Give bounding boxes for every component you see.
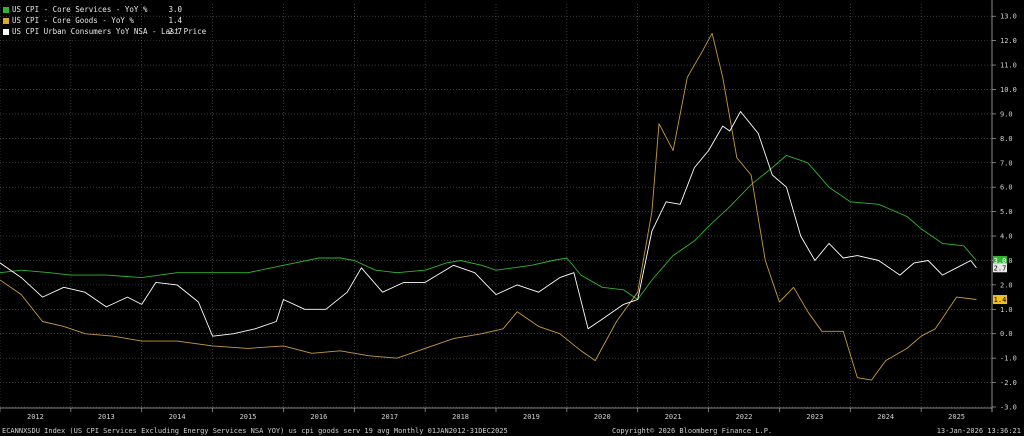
legend-swatch — [3, 6, 9, 13]
series-lines — [0, 32, 977, 381]
series-line-0 — [0, 154, 977, 300]
y-tick-label: 0.0 — [1000, 330, 1013, 338]
x-tick-label: 2015 — [240, 413, 257, 421]
legend-value: 2.7 — [168, 27, 182, 36]
y-tick-label: 12.0 — [1000, 37, 1017, 45]
x-tick-label: 2024 — [877, 413, 894, 421]
x-tick-label: 2020 — [594, 413, 611, 421]
x-tick-label: 2017 — [381, 413, 398, 421]
series-line-2 — [0, 111, 977, 337]
y-tick-label: 10.0 — [1000, 86, 1017, 94]
legend-swatch — [3, 28, 9, 35]
series-line-1 — [0, 32, 977, 381]
last-value-tag — [993, 295, 1007, 305]
legend-value: 1.4 — [168, 16, 182, 25]
y-tick-label: 11.0 — [1000, 62, 1017, 70]
y-tick-label: 4.0 — [1000, 233, 1013, 241]
x-tick-label: 2013 — [98, 413, 115, 421]
footer-bar: ECANNXSDU Index (US CPI Services Excludi… — [0, 426, 1024, 436]
y-tick-label: 8.0 — [1000, 135, 1013, 143]
last-value-tag — [993, 263, 1007, 273]
last-value-label: 3.0 — [994, 257, 1007, 265]
legend-value: 3.0 — [168, 5, 182, 14]
legend-label: US CPI - Core Goods - YoY % — [12, 16, 134, 25]
legend-swatch — [3, 17, 9, 24]
last-value-tags: 3.02.7 1.4 — [993, 255, 1007, 305]
x-tick-label: 2014 — [169, 413, 186, 421]
y-tick-label: 2.0 — [1000, 281, 1013, 289]
footer-timestamp: 13-Jan-2026 13:36:21 — [936, 427, 1021, 435]
grid-lines — [0, 4, 993, 408]
last-value-tag — [993, 255, 1007, 265]
x-tick-label: 2012 — [27, 413, 44, 421]
y-tick-label: -1.0 — [1000, 355, 1017, 363]
x-tick-label: 2021 — [665, 413, 682, 421]
legend-item-core-goods[interactable]: US CPI - Core Goods - YoY % 1.4 — [3, 15, 182, 26]
y-tick-label: 13.0 — [1000, 13, 1017, 21]
last-value-label: 1.4 — [994, 296, 1007, 304]
y-tick-label: 9.0 — [1000, 110, 1013, 118]
legend-label: US CPI - Core Services - YoY % — [12, 5, 148, 14]
x-axis: 2012 2013 2014 2015 2016 2017 2018 2019 2020 2021… — [0, 407, 993, 421]
x-tick-label: 2018 — [452, 413, 469, 421]
x-tick-label: 2023 — [806, 413, 823, 421]
footer-copyright: Copyright© 2026 Bloomberg Finance L.P. — [612, 427, 773, 435]
x-tick-label: 2025 — [948, 413, 965, 421]
legend-label: US CPI Urban Consumers YoY NSA - Last Pr… — [12, 27, 207, 36]
y-tick-label: 1.0 — [1000, 306, 1013, 314]
y-tick-label: -2.0 — [1000, 379, 1017, 387]
y-tick-label: 7.0 — [1000, 159, 1013, 167]
x-tick-label: 2022 — [736, 413, 753, 421]
legend-item-cpi-urban[interactable]: US CPI Urban Consumers YoY NSA - Last Pr… — [3, 26, 207, 37]
y-tick-label: -3.0 — [1000, 404, 1017, 412]
footer-source: ECANNXSDU Index (US CPI Services Excludi… — [2, 427, 508, 435]
x-tick-label: 2016 — [310, 413, 327, 421]
y-axis: -3.0 -2.0 -1.0 0.0 1.0 2.0 3.0 4.0 5.0 6.0 7.0 8.0 9… — [991, 0, 1017, 412]
legend: US CPI - Core Services - YoY % 3.0 US CP… — [3, 4, 207, 37]
y-tick-label: 6.0 — [1000, 184, 1013, 192]
last-value-label: 2.7 — [994, 264, 1007, 272]
y-tick-label: 5.0 — [1000, 208, 1013, 216]
legend-item-core-services[interactable]: US CPI - Core Services - YoY % 3.0 — [3, 4, 182, 15]
x-tick-label: 2019 — [523, 413, 540, 421]
